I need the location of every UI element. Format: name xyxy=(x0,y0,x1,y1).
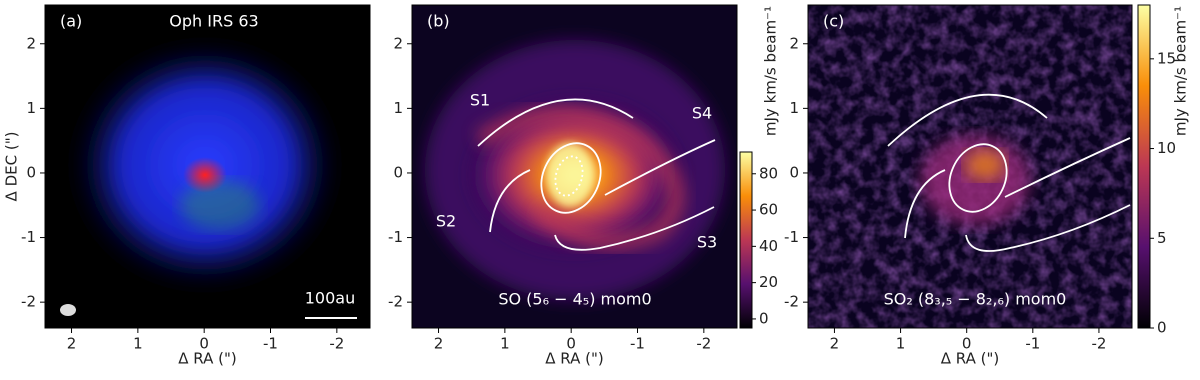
y-tick-label: 1 xyxy=(789,99,799,117)
x-tick-label: -2 xyxy=(696,335,711,353)
colorbar-tick-label: 80 xyxy=(759,164,778,182)
plot-frame xyxy=(411,4,738,329)
y-tick-label: 2 xyxy=(26,34,36,52)
colorbar-tick-label: 20 xyxy=(759,273,778,291)
x-axis-label: Δ RA (") xyxy=(941,350,999,368)
y-tick-label: -2 xyxy=(21,293,36,311)
x-tick-label: 2 xyxy=(67,335,77,353)
image-c xyxy=(808,5,1132,328)
y-tick-label: 0 xyxy=(393,163,403,181)
y-tick-label: -2 xyxy=(388,293,403,311)
y-tick-label: -1 xyxy=(388,228,403,246)
x-axis-label: Δ RA (") xyxy=(545,350,603,368)
plot-frame xyxy=(807,4,1133,329)
x-tick-label: 1 xyxy=(133,335,143,353)
colorbar xyxy=(1137,4,1151,329)
colorbar-tick-label: 15 xyxy=(1157,49,1176,67)
colorbar-tick-label: 0 xyxy=(759,309,769,327)
panel-label: (a) xyxy=(60,12,82,31)
colorbar-label: mJy km/s beam⁻¹ xyxy=(762,6,780,136)
annotation: 100au xyxy=(305,289,355,308)
annotation: SO (5₆ − 4₅) mom0 xyxy=(498,290,651,309)
colorbar-tick-label: 0 xyxy=(1157,319,1167,337)
x-axis-label: Δ RA (") xyxy=(178,350,236,368)
x-tick-label: 0 xyxy=(962,335,972,353)
annotation: Oph IRS 63 xyxy=(169,12,258,31)
plot-frame xyxy=(44,4,371,329)
image-b xyxy=(412,5,737,328)
panel-label: (c) xyxy=(823,12,844,31)
panel-label: (b) xyxy=(427,12,450,31)
y-tick-label: -1 xyxy=(784,228,799,246)
annotation: S3 xyxy=(697,233,717,252)
colorbar xyxy=(739,151,753,329)
annotation: S4 xyxy=(692,104,712,123)
x-tick-label: 1 xyxy=(896,335,906,353)
annotation: S1 xyxy=(470,91,490,110)
colorbar-tick-label: 60 xyxy=(759,201,778,219)
x-tick-label: -1 xyxy=(630,335,645,353)
y-tick-label: 2 xyxy=(789,34,799,52)
y-tick-label: 0 xyxy=(789,163,799,181)
y-axis-label: Δ DEC (") xyxy=(3,132,21,202)
y-tick-label: 1 xyxy=(393,99,403,117)
colorbar-tick-label: 10 xyxy=(1157,139,1176,157)
x-tick-label: 2 xyxy=(434,335,444,353)
image-a xyxy=(45,5,370,328)
x-tick-label: -2 xyxy=(329,335,344,353)
annotation: S2 xyxy=(436,212,456,231)
x-tick-label: -2 xyxy=(1091,335,1106,353)
colorbar-label: mJy km/s beam⁻¹ xyxy=(1172,6,1190,136)
colorbar-tick-label: 5 xyxy=(1157,229,1167,247)
y-tick-label: 2 xyxy=(393,34,403,52)
annotation: SO₂ (8₃,₅ − 8₂,₆) mom0 xyxy=(884,290,1067,309)
y-tick-label: -2 xyxy=(784,293,799,311)
y-tick-label: -1 xyxy=(21,228,36,246)
x-tick-label: -1 xyxy=(263,335,278,353)
y-tick-label: 1 xyxy=(26,99,36,117)
x-tick-label: 0 xyxy=(199,335,209,353)
x-tick-label: 1 xyxy=(500,335,510,353)
x-tick-label: 0 xyxy=(566,335,576,353)
x-tick-label: 2 xyxy=(830,335,840,353)
colorbar-tick-label: 40 xyxy=(759,237,778,255)
x-tick-label: -1 xyxy=(1025,335,1040,353)
y-tick-label: 0 xyxy=(26,163,36,181)
